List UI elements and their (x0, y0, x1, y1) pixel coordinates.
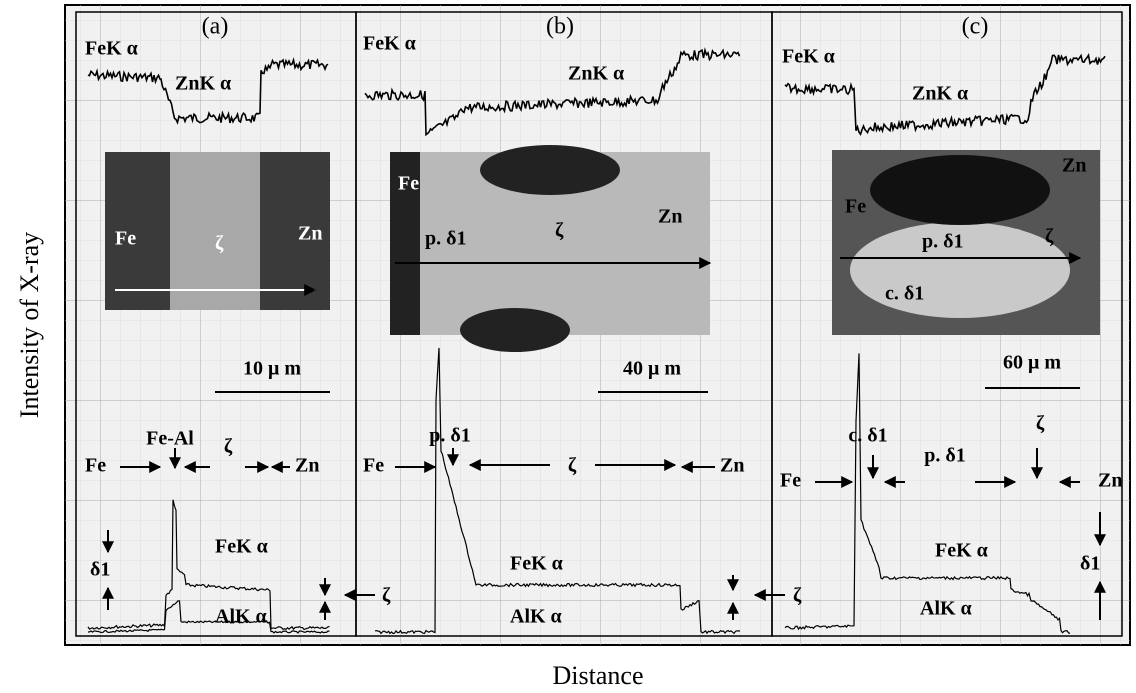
phase-label: ζ (224, 436, 233, 458)
image-label: Fe (115, 228, 136, 250)
trace-label: AlK α (215, 606, 267, 628)
phase-label: p. δ1 (429, 425, 471, 447)
image-label: p. δ1 (425, 228, 467, 250)
panel-label: (a) (202, 14, 229, 40)
phase-label: Fe (780, 470, 801, 492)
image-label: Fe (845, 196, 866, 218)
image-label: p. δ1 (922, 231, 964, 253)
phase-label: Fe (363, 455, 384, 477)
phase-label: c. δ1 (848, 425, 887, 447)
image-label: c. δ1 (885, 283, 924, 305)
trace-label: FeK α (935, 540, 988, 562)
phase-label: p. δ1 (924, 445, 966, 467)
trace-label: ZnK α (568, 63, 624, 85)
panel-label: (b) (546, 14, 574, 40)
image-label: ζ (215, 233, 224, 255)
trace-label: ZnK α (912, 83, 968, 105)
trace-label: AlK α (920, 598, 972, 620)
scale-label: 10 μ m (243, 358, 301, 380)
trace-label: FeK α (85, 38, 138, 60)
phase-label: Zn (1098, 470, 1122, 492)
scale-label: 60 μ m (1003, 352, 1061, 374)
trace-label: ζ (382, 585, 391, 607)
trace-label: FeK α (363, 33, 416, 55)
micrograph-region (170, 152, 260, 310)
micrograph-region (870, 155, 1050, 225)
trace-label: FeK α (215, 536, 268, 558)
image-label: Zn (1062, 155, 1086, 177)
trace-label: δ1 (90, 559, 110, 581)
y-axis-label: Intensity of X-ray (15, 232, 44, 418)
micrograph-region (460, 308, 570, 352)
phase-label: ζ (1036, 413, 1045, 435)
image-label: ζ (1045, 226, 1054, 248)
phase-label: Zn (720, 455, 744, 477)
phase-label: Zn (295, 455, 319, 477)
image-label: ζ (555, 220, 564, 242)
micrograph-region (480, 145, 620, 195)
x-axis-label: Distance (553, 661, 644, 690)
trace-label: AlK α (510, 606, 562, 628)
image-label: Zn (658, 206, 682, 228)
image-label: Zn (298, 223, 322, 245)
scale-label: 40 μ m (623, 358, 681, 380)
trace-label: ZnK α (175, 73, 231, 95)
panel-label: (c) (962, 14, 989, 40)
trace-label: FeK α (782, 46, 835, 68)
trace-label: δ1 (1080, 553, 1100, 575)
trace-label: ζ (793, 585, 802, 607)
phase-label: ζ (568, 455, 577, 477)
phase-label: Fe-Al (146, 428, 194, 450)
phase-label: Fe (85, 455, 106, 477)
trace-label: FeK α (510, 553, 563, 575)
image-label: Fe (398, 173, 419, 195)
figure: Intensity of X-ray Distance (a) FeK α Zn… (0, 0, 1136, 693)
